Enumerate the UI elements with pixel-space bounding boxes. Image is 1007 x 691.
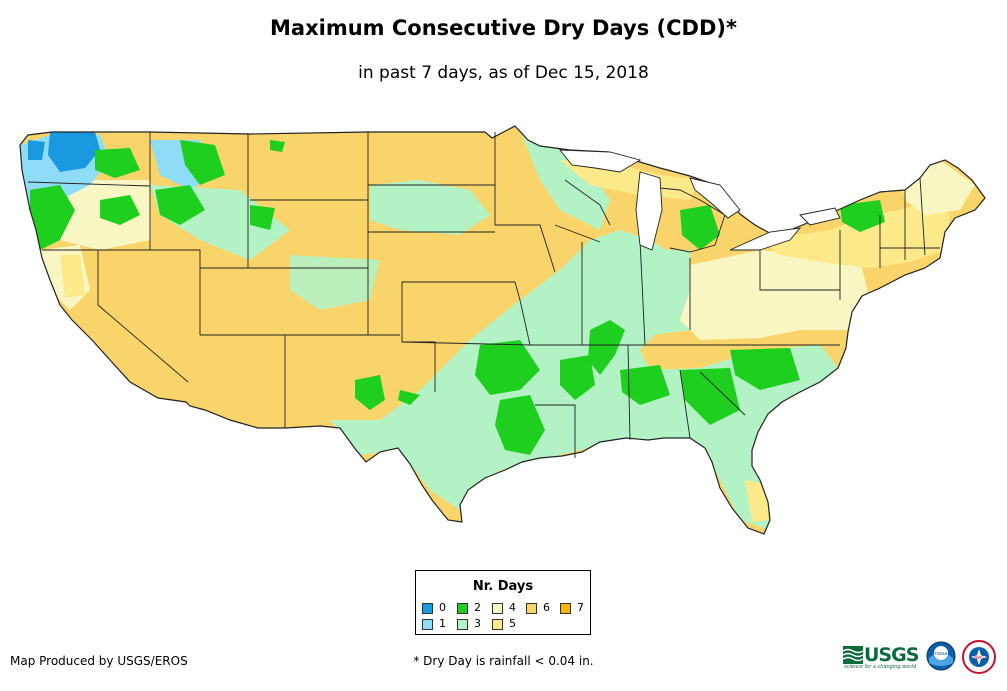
legend-label-0: 0 [439,601,446,614]
legend-swatch-3 [457,619,468,630]
legend-box: Nr. Days [415,570,591,635]
legend-label-2: 2 [474,601,481,614]
state-borders [19,125,986,535]
legend-swatch-1 [422,619,433,630]
legend-swatch-2 [457,603,468,614]
great-lakes [559,149,841,251]
legend-title: Nr. Days [472,579,534,594]
legend-label-4: 4 [509,601,516,614]
legend-swatch-0 [422,603,433,614]
usgs-logo-icon: USGS science for a changing world [843,644,919,670]
legend-label-1: 1 [439,617,446,630]
usgs-tagline: science for a changing world [844,664,916,670]
legend-label-7: 7 [577,601,584,614]
legend-label-5: 5 [509,617,516,630]
noaa-logo-icon: noaa [926,641,956,671]
nws-logo-text: NWS [974,655,984,660]
map-subtitle: in past 7 days, as of Dec 15, 2018 [358,63,649,83]
legend-label-3: 3 [474,617,481,630]
legend-swatch-6 [526,603,537,614]
footnote: * Dry Day is rainfall < 0.04 in. [413,654,594,668]
legend-swatch-5 [492,619,503,630]
legend-swatch-4 [492,603,503,614]
usgs-logo-text: USGS [864,644,919,666]
legend-swatch-7 [560,603,571,614]
nws-logo-icon: NWS [962,640,996,674]
noaa-logo-text: noaa [935,651,947,657]
legend-label-6: 6 [543,601,550,614]
usgs-wave-icon [843,646,863,664]
map-title: Maximum Consecutive Dry Days (CDD)* [270,16,737,40]
producer-credit: Map Produced by USGS/EROS [10,654,188,668]
